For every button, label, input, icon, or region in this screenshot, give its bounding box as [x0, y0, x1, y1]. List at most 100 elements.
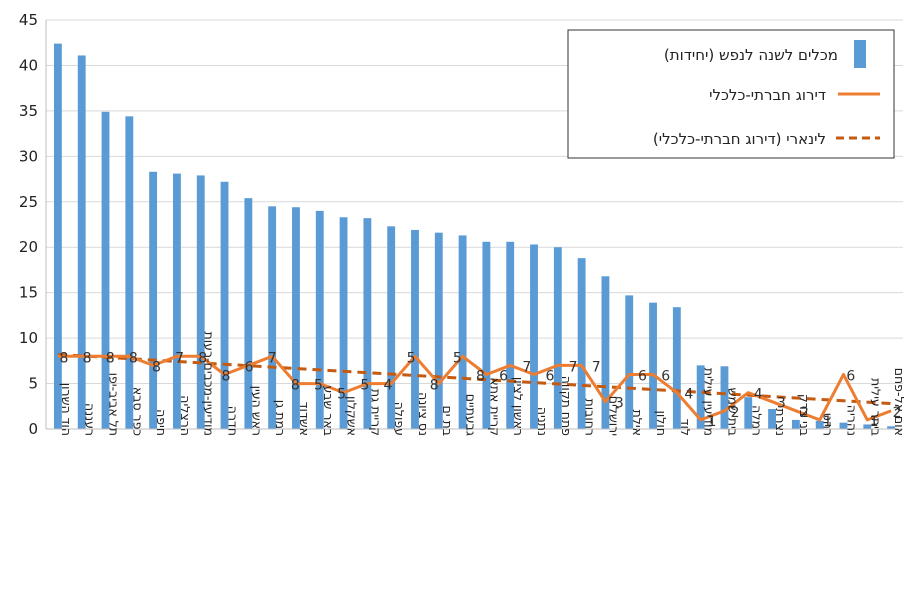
data-label: 6 — [661, 368, 670, 384]
bar — [815, 420, 824, 429]
category-label: ירושלים — [606, 396, 621, 436]
bar — [577, 258, 586, 429]
bar — [506, 241, 515, 429]
bar — [434, 232, 443, 429]
category-label: נס ציונה — [416, 392, 431, 436]
data-label: 6 — [846, 368, 855, 384]
data-label: 4 — [684, 387, 693, 403]
category-label: הרצליה — [178, 395, 193, 436]
data-label: 6 — [545, 368, 554, 384]
data-label: 7 — [522, 359, 531, 375]
data-label: 6 — [638, 368, 647, 384]
category-label: נתניה — [535, 407, 550, 436]
data-label: 8 — [198, 350, 207, 366]
data-label: 1 — [823, 414, 832, 430]
bar — [268, 206, 277, 429]
category-label: אשדוד — [297, 402, 312, 436]
bar — [720, 366, 729, 429]
legend-bar-label: מכלים לשנה לנפש (יחידות) — [664, 46, 838, 64]
data-label: 1 — [869, 414, 878, 430]
y-tick-label: 5 — [28, 375, 38, 393]
bar-layer — [53, 43, 896, 430]
category-label: ראשון לציון — [511, 377, 526, 436]
bar — [791, 419, 800, 429]
bar — [744, 397, 753, 429]
data-label: 8 — [291, 378, 300, 394]
bar — [149, 171, 158, 430]
category-label: בני ברק — [797, 394, 812, 436]
category-label: ראש העין — [249, 386, 264, 436]
grid-layer — [46, 19, 903, 430]
category-label: תל אביב-יפו — [107, 373, 122, 436]
bar — [839, 422, 848, 429]
rating-line — [57, 354, 892, 422]
bar — [768, 409, 776, 429]
category-label: רמת גן — [273, 400, 288, 436]
bar — [530, 244, 538, 429]
data-label: 8 — [221, 368, 230, 384]
data-label: 5 — [337, 387, 346, 403]
data-label: 8 — [83, 350, 92, 366]
category-label: פתח תקווה — [559, 376, 574, 436]
category-label: מודיעין-מכבים-רעות — [202, 332, 217, 436]
category-label: הוד השרון — [59, 383, 74, 436]
bar — [77, 55, 86, 430]
data-label: 2 — [800, 405, 809, 421]
y-tick-label: 0 — [28, 420, 38, 438]
data-label: 2 — [731, 405, 740, 421]
data-label: 4 — [754, 387, 763, 403]
y-tick-label: 30 — [19, 147, 38, 165]
data-label: 6 — [245, 359, 254, 375]
category-label: אילת — [630, 410, 645, 436]
category-label: רעננה — [83, 403, 98, 436]
data-label: 5 — [453, 350, 462, 366]
bar — [672, 307, 681, 429]
legend-trend-label: לינארי (דירוג חברתי-כלכלי) — [653, 130, 826, 148]
category-label: חיפה — [154, 409, 169, 436]
category-label: קריית גת — [368, 389, 383, 436]
bar — [411, 229, 419, 429]
y-tick-label: 45 — [19, 11, 38, 29]
data-label: 7 — [268, 350, 277, 366]
line-layer — [57, 354, 892, 422]
bar — [220, 181, 229, 429]
data-label: 8 — [129, 350, 138, 366]
category-label: חולון — [654, 411, 669, 437]
y-tick-label: 20 — [19, 238, 38, 256]
bar — [887, 426, 896, 429]
category-label: נצרת — [773, 408, 788, 436]
data-label: 5 — [360, 378, 369, 394]
category-label: אום אל-פחם — [892, 368, 907, 436]
data-label: 8 — [106, 350, 115, 366]
bar — [696, 365, 705, 429]
data-label: 3 — [777, 396, 786, 412]
bar — [482, 241, 491, 429]
y-tick-label: 10 — [19, 329, 38, 347]
category-label: בת ים — [440, 405, 455, 436]
bar — [601, 276, 610, 429]
legend: מכלים לשנה לנפש (יחידות) דירוג חברתי-כלכ… — [567, 29, 895, 159]
bar — [458, 235, 467, 429]
bar — [339, 217, 348, 429]
y-tick-label: 15 — [19, 284, 38, 302]
bar — [292, 207, 300, 429]
data-label: 6 — [499, 368, 508, 384]
y-tick-label: 25 — [19, 193, 38, 211]
data-label: 7 — [175, 350, 184, 366]
data-label: 2 — [893, 405, 902, 421]
data-label: 5 — [407, 350, 416, 366]
category-label: רחובות — [583, 399, 598, 436]
category-label: קריית אתא — [487, 377, 502, 436]
data-label: 1 — [707, 414, 716, 430]
bar — [125, 116, 134, 429]
bar — [863, 424, 872, 429]
category-label: רמלה — [749, 405, 764, 436]
bar — [101, 111, 110, 429]
category-label: באר שבע — [321, 385, 336, 436]
data-label: 8 — [476, 368, 485, 384]
category-label: ביתר עילית — [868, 378, 883, 436]
category-label: לוד — [678, 419, 693, 436]
category-label: נהריה — [845, 405, 860, 436]
